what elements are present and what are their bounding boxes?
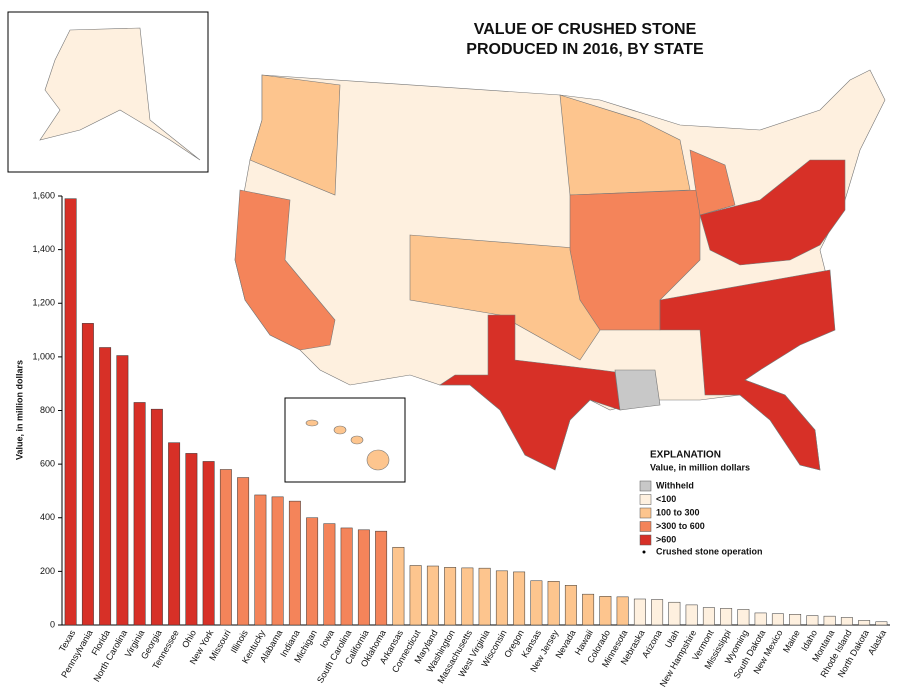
bar — [357, 529, 370, 626]
y-tick-label: 600 — [40, 459, 55, 469]
bar — [513, 571, 526, 626]
y-tick-label: 800 — [40, 405, 55, 415]
legend-subtitle: Value, in million dollars — [650, 462, 750, 472]
region-northeast — [699, 159, 846, 266]
legend-point-symbol — [642, 550, 646, 554]
bar — [64, 198, 77, 626]
bar — [461, 567, 474, 626]
region-michigan — [689, 149, 736, 216]
bar — [392, 546, 405, 626]
y-tick-label: 1,000 — [32, 351, 55, 361]
hawaii-island — [366, 449, 390, 471]
bar — [858, 620, 871, 626]
legend-label: 100 to 300 — [656, 507, 700, 517]
legend-swatch — [639, 507, 652, 519]
chart-title: PRODUCED IN 2016, BY STATE — [466, 41, 704, 58]
bar — [582, 593, 595, 626]
legend-label: <100 — [656, 494, 676, 504]
bar — [633, 598, 646, 626]
region-southeast — [659, 269, 836, 471]
legend-label: >600 — [656, 534, 676, 544]
bar — [616, 596, 629, 626]
bar — [271, 496, 284, 626]
legend-swatch — [639, 521, 652, 532]
chart-title: VALUE OF CRUSHED STONE — [474, 21, 697, 38]
bar — [771, 613, 784, 626]
region-louisiana — [614, 369, 661, 411]
legend-label: Withheld — [656, 480, 694, 490]
y-tick-label: 1,400 — [32, 244, 55, 254]
bar — [599, 596, 612, 626]
bar — [340, 527, 353, 626]
bar — [789, 614, 802, 626]
region-northwest — [249, 74, 341, 196]
legend-title: EXPLANATION — [650, 450, 721, 461]
hawaii-inset — [284, 397, 406, 483]
bar — [237, 477, 250, 626]
bar — [875, 621, 888, 626]
bar — [202, 461, 215, 626]
legend-swatch — [639, 534, 652, 546]
y-tick-label: 1,600 — [32, 190, 55, 200]
bar — [444, 567, 457, 626]
hawaii-island — [350, 435, 364, 445]
bar — [530, 580, 543, 626]
bar — [720, 608, 733, 626]
bar — [168, 442, 181, 626]
y-tick-label: 1,200 — [32, 298, 55, 308]
y-tick-label: 400 — [40, 512, 55, 522]
region-california — [234, 189, 336, 351]
legend-points: Crushed stone operation — [656, 546, 763, 556]
bar — [116, 355, 129, 626]
bar — [547, 581, 560, 626]
bar — [133, 402, 146, 626]
bar — [737, 609, 750, 626]
bar — [806, 615, 819, 626]
x-tick-label: Maine — [781, 628, 802, 654]
region-texas — [439, 314, 621, 471]
y-tick-label: 0 — [50, 619, 55, 629]
hawaii-island — [333, 425, 347, 435]
region-midwest — [559, 94, 691, 196]
map — [234, 69, 886, 471]
bar — [426, 565, 439, 626]
bar — [754, 612, 767, 626]
y-axis-label: Value, in million dollars — [14, 360, 24, 460]
bar — [823, 615, 836, 626]
bar — [668, 601, 681, 626]
bar — [840, 617, 853, 626]
bar — [651, 599, 664, 626]
legend-label: >300 to 600 — [656, 521, 705, 531]
bar — [185, 453, 198, 626]
bar — [409, 565, 422, 626]
bar — [288, 500, 301, 626]
bar — [375, 530, 388, 626]
bar — [150, 408, 163, 626]
bar — [564, 585, 577, 626]
bar — [99, 347, 112, 626]
bar — [219, 469, 232, 626]
alaska-shape — [39, 27, 201, 161]
hawaii-island — [305, 419, 319, 427]
hawaii-shape — [305, 419, 390, 471]
y-tick-label: 200 — [40, 566, 55, 576]
bar — [495, 570, 508, 626]
legend-swatch — [639, 480, 652, 492]
bar — [478, 567, 491, 626]
bar — [306, 517, 319, 626]
bar — [323, 523, 336, 626]
legend-swatch — [639, 494, 652, 505]
bar — [81, 323, 94, 626]
bar — [254, 494, 267, 626]
bar — [702, 607, 715, 626]
bar — [685, 604, 698, 626]
